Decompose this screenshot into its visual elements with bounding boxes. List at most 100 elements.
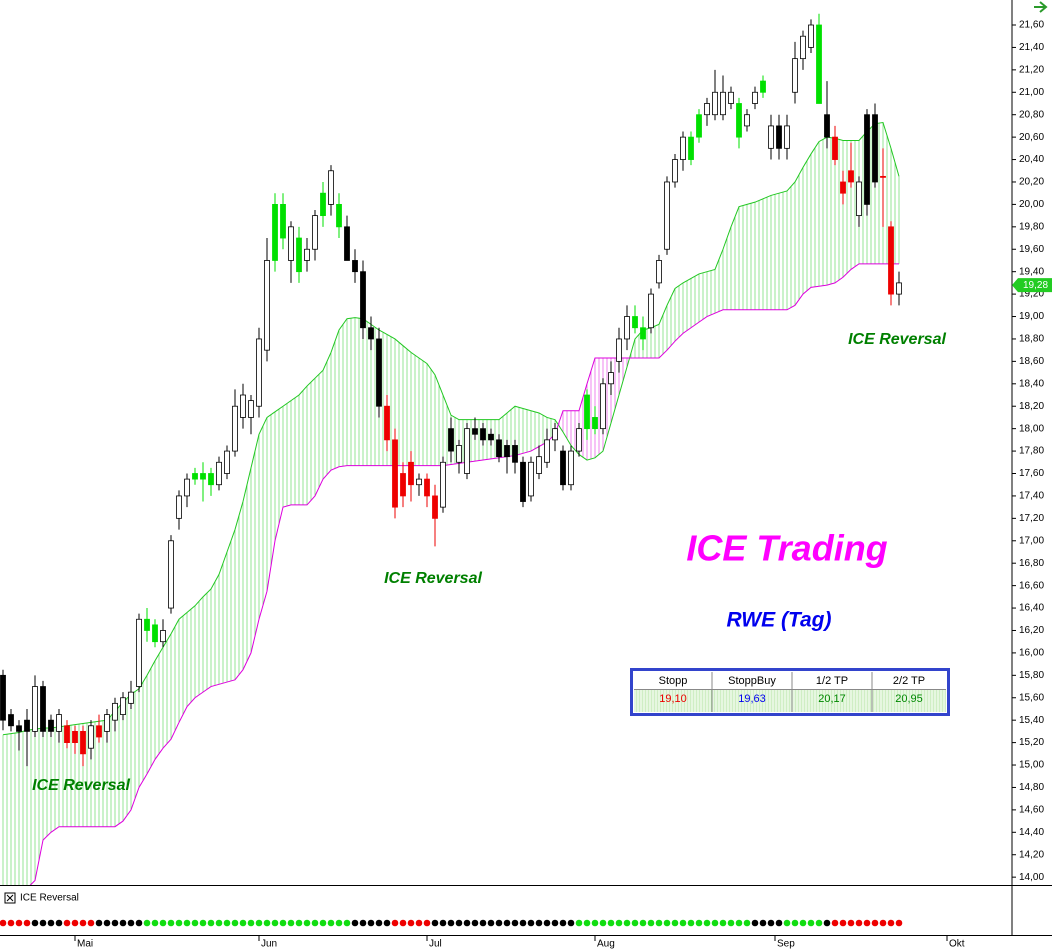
- signal-dot: [695, 919, 703, 927]
- candle-body: [544, 439, 550, 463]
- signal-dot: [839, 919, 847, 927]
- x-tick-label: Okt: [949, 939, 965, 950]
- signal-dot: [551, 919, 559, 927]
- signal-dot: [239, 919, 247, 927]
- candle-body: [496, 439, 502, 458]
- signal-dot: [367, 919, 375, 927]
- signal-dot: [751, 919, 759, 927]
- signal-dot: [191, 919, 199, 927]
- signal-dot: [327, 919, 335, 927]
- signal-dot: [423, 919, 431, 927]
- table-header: Stopp: [659, 675, 688, 687]
- candle-body: [696, 114, 702, 138]
- candle-body: [328, 170, 334, 205]
- signal-dot: [871, 919, 879, 927]
- signal-dot: [303, 919, 311, 927]
- candle-body: [664, 181, 670, 250]
- y-tick-label: 14,20: [1019, 849, 1044, 860]
- candle-body: [88, 725, 94, 749]
- candle-body: [608, 372, 614, 385]
- candle-body: [208, 473, 214, 486]
- signal-dot: [15, 919, 23, 927]
- candle-body: [504, 445, 510, 458]
- y-tick-label: 19,20: [1019, 289, 1044, 300]
- indicator-title: ICE Reversal: [20, 893, 79, 904]
- y-tick-label: 20,40: [1019, 154, 1044, 165]
- signal-dot: [519, 919, 527, 927]
- signal-dot: [631, 919, 639, 927]
- y-tick-label: 18,20: [1019, 401, 1044, 412]
- candle-body: [640, 327, 646, 340]
- signal-dot: [719, 919, 727, 927]
- candle-body: [592, 417, 598, 430]
- signal-dot: [831, 919, 839, 927]
- candle-body: [224, 450, 230, 474]
- signal-dot: [703, 919, 711, 927]
- signal-dot: [583, 919, 591, 927]
- signal-dot: [271, 919, 279, 927]
- signal-dot: [231, 919, 239, 927]
- signal-dot: [775, 919, 783, 927]
- y-tick-label: 18,80: [1019, 334, 1044, 345]
- candle-body: [200, 473, 206, 480]
- y-tick-label: 16,40: [1019, 603, 1044, 614]
- signal-dot: [415, 919, 423, 927]
- annotation: ICE Reversal: [32, 777, 130, 794]
- signal-dot: [167, 919, 175, 927]
- candle-body: [864, 114, 870, 205]
- y-tick-label: 16,80: [1019, 558, 1044, 569]
- y-tick-label: 20,80: [1019, 109, 1044, 120]
- candle-body: [744, 114, 750, 127]
- signal-dot: [663, 919, 671, 927]
- table-cell: 20,17: [818, 693, 846, 705]
- signal-dot: [495, 919, 503, 927]
- candles: [0, 13, 902, 767]
- signal-dot: [223, 919, 231, 927]
- scroll-arrow-icon[interactable]: [1034, 1, 1048, 13]
- signal-dot: [311, 919, 319, 927]
- candle-body: [816, 24, 822, 104]
- y-tick-label: 19,40: [1019, 266, 1044, 277]
- signal-dot: [791, 919, 799, 927]
- signal-dot: [847, 919, 855, 927]
- signal-dot: [767, 919, 775, 927]
- signal-dot: [79, 919, 87, 927]
- signal-dot: [895, 919, 903, 927]
- signal-dot: [247, 919, 255, 927]
- y-tick-label: 17,20: [1019, 513, 1044, 524]
- candle-body: [840, 181, 846, 194]
- candle-body: [24, 719, 30, 732]
- last-price-box: [1012, 278, 1052, 293]
- y-tick-label: 17,40: [1019, 491, 1044, 502]
- signal-dot: [447, 919, 455, 927]
- signal-dot: [135, 919, 143, 927]
- candle-body: [448, 428, 454, 452]
- candle-body: [344, 226, 350, 261]
- candle-body: [72, 730, 78, 744]
- signal-dot: [23, 919, 31, 927]
- signal-dot: [215, 919, 223, 927]
- signal-dot: [615, 919, 623, 927]
- candle-body: [888, 226, 894, 295]
- candle-body: [312, 215, 318, 250]
- candle-body: [624, 316, 630, 340]
- x-tick-label: Jun: [261, 939, 277, 950]
- candle-body: [160, 630, 166, 643]
- candle-body: [808, 24, 814, 48]
- signal-dot: [487, 919, 495, 927]
- y-tick-label: 16,20: [1019, 625, 1044, 636]
- signal-dot: [391, 919, 399, 927]
- signal-dot: [159, 919, 167, 927]
- signal-dot: [743, 919, 751, 927]
- candle-body: [440, 461, 446, 508]
- candle-body: [32, 686, 38, 732]
- signal-dot: [759, 919, 767, 927]
- candle-body: [848, 170, 854, 183]
- signal-dot: [407, 919, 415, 927]
- cloud-line: [2, 121, 900, 736]
- y-tick-label: 19,80: [1019, 221, 1044, 232]
- candle-body: [648, 293, 654, 329]
- candle-body: [480, 428, 486, 441]
- signal-dot: [343, 919, 351, 927]
